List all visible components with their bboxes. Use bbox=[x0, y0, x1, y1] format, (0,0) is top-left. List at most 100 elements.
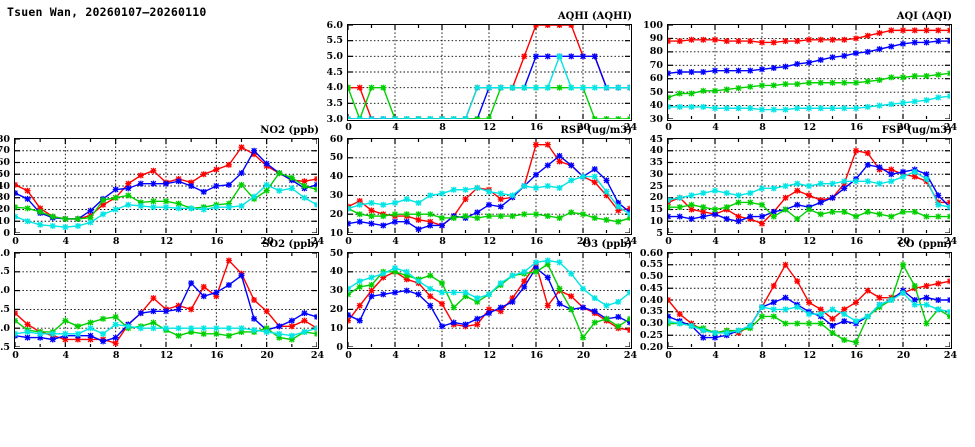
y-tick-label: 0.60 bbox=[639, 247, 663, 259]
x-tick-label: 24 bbox=[943, 122, 958, 133]
y-tick-label: 20 bbox=[329, 208, 343, 220]
y-tick-label: 30 bbox=[0, 192, 10, 204]
x-tick-label: 0 bbox=[665, 122, 672, 133]
chart-title-aqi: AQI (AQI) bbox=[896, 11, 952, 22]
y-tick-label: 10 bbox=[0, 215, 10, 227]
x-tick-label: 16 bbox=[529, 236, 544, 247]
x-tick-label: 8 bbox=[759, 236, 766, 247]
plot-area-rsp bbox=[347, 138, 632, 235]
plot-area-fsp bbox=[667, 138, 952, 235]
x-tick-label: 12 bbox=[482, 122, 497, 133]
y-tick-label: 0.35 bbox=[639, 306, 663, 318]
chart-title-so2: SO2 (ppb) bbox=[262, 239, 319, 250]
x-tick-label: 8 bbox=[439, 350, 446, 361]
y-tick-label: 6.0 bbox=[326, 19, 343, 31]
x-tick-label: 4 bbox=[712, 350, 719, 361]
x-tick-label: 24 bbox=[623, 122, 638, 133]
x-tick-label: 20 bbox=[576, 122, 591, 133]
plot-area-aqhi bbox=[347, 24, 632, 121]
y-tick-label: 20 bbox=[329, 303, 343, 315]
y-tick-label: 1.5 bbox=[0, 303, 10, 315]
y-tick-label: 80 bbox=[649, 46, 663, 58]
y-tick-label: 0.40 bbox=[639, 294, 663, 306]
plot-area-no2 bbox=[14, 138, 319, 235]
x-tick-label: 24 bbox=[310, 236, 325, 247]
y-tick-label: 3.5 bbox=[326, 97, 343, 109]
y-tick-label: 0.5 bbox=[0, 341, 10, 353]
y-tick-label: 80 bbox=[0, 133, 10, 145]
y-tick-label: 5.0 bbox=[326, 50, 343, 62]
plot-area-so2 bbox=[14, 252, 319, 349]
x-tick-label: 0 bbox=[12, 236, 19, 247]
x-tick-label: 0 bbox=[345, 122, 352, 133]
x-tick-label: 4 bbox=[392, 350, 399, 361]
x-tick-label: 16 bbox=[849, 350, 864, 361]
x-tick-label: 20 bbox=[576, 350, 591, 361]
y-tick-label: 0.55 bbox=[639, 259, 663, 271]
x-tick-label: 12 bbox=[802, 236, 817, 247]
x-tick-label: 0 bbox=[665, 350, 672, 361]
y-tick-label: 2.0 bbox=[0, 285, 10, 297]
x-tick-label: 12 bbox=[482, 236, 497, 247]
chart-title-no2: NO2 (ppb) bbox=[260, 125, 319, 136]
x-tick-label: 4 bbox=[392, 236, 399, 247]
x-tick-label: 4 bbox=[392, 122, 399, 133]
y-tick-label: 5.5 bbox=[326, 35, 343, 47]
y-tick-label: 15 bbox=[649, 204, 663, 215]
y-tick-label: 40 bbox=[329, 171, 343, 183]
plot-area-aqi bbox=[667, 24, 952, 121]
x-tick-label: 8 bbox=[112, 350, 120, 361]
y-tick-label: 30 bbox=[329, 285, 343, 297]
x-tick-label: 8 bbox=[759, 122, 766, 133]
y-tick-label: 1.0 bbox=[0, 322, 10, 334]
x-tick-label: 8 bbox=[439, 236, 446, 247]
chart-title-rsp: RSP (ug/m3) bbox=[560, 125, 632, 136]
x-tick-label: 16 bbox=[210, 350, 224, 361]
x-tick-label: 12 bbox=[159, 350, 174, 361]
y-tick-label: 25 bbox=[649, 180, 663, 192]
y-tick-label: 3.0 bbox=[326, 113, 343, 125]
y-tick-label: 40 bbox=[649, 100, 663, 112]
y-tick-label: 70 bbox=[649, 59, 663, 71]
x-tick-label: 20 bbox=[896, 122, 911, 133]
y-tick-label: 60 bbox=[329, 133, 343, 145]
y-tick-label: 4.5 bbox=[326, 66, 343, 78]
page-title: Tsuen Wan, 20260107–20260110 bbox=[7, 5, 207, 19]
x-tick-label: 20 bbox=[896, 350, 911, 361]
x-tick-label: 16 bbox=[529, 122, 544, 133]
y-tick-label: 2.5 bbox=[0, 266, 10, 278]
y-tick-label: 3.0 bbox=[0, 247, 10, 259]
y-tick-label: 0.30 bbox=[639, 318, 663, 329]
y-tick-label: 45 bbox=[649, 133, 663, 145]
series-line-aqi-1 bbox=[668, 40, 950, 75]
x-tick-label: 12 bbox=[482, 350, 497, 361]
x-tick-label: 24 bbox=[943, 350, 958, 361]
y-tick-label: 0.50 bbox=[639, 271, 663, 282]
y-tick-label: 4.0 bbox=[326, 82, 343, 94]
y-tick-label: 10 bbox=[329, 227, 343, 239]
x-tick-label: 4 bbox=[62, 236, 70, 247]
x-tick-label: 20 bbox=[576, 236, 591, 247]
x-tick-label: 12 bbox=[802, 122, 817, 133]
y-tick-label: 35 bbox=[649, 157, 663, 168]
y-tick-label: 50 bbox=[649, 86, 663, 98]
x-tick-label: 4 bbox=[62, 350, 70, 361]
y-tick-label: 30 bbox=[329, 189, 343, 201]
y-tick-label: 0 bbox=[3, 227, 10, 239]
x-tick-label: 16 bbox=[849, 122, 864, 133]
x-tick-label: 0 bbox=[12, 350, 19, 361]
y-tick-label: 20 bbox=[0, 204, 10, 215]
chart-title-co: CO (ppm) bbox=[897, 239, 952, 250]
plot-area-co bbox=[667, 252, 952, 349]
plot-area-o3 bbox=[347, 252, 632, 349]
y-tick-label: 100 bbox=[643, 19, 663, 31]
y-tick-label: 10 bbox=[649, 215, 663, 227]
y-tick-label: 0 bbox=[336, 341, 343, 353]
x-tick-label: 4 bbox=[712, 122, 719, 133]
x-tick-label: 24 bbox=[623, 350, 638, 361]
x-tick-label: 16 bbox=[210, 236, 224, 247]
x-tick-label: 20 bbox=[260, 350, 274, 361]
x-tick-label: 20 bbox=[260, 236, 274, 247]
x-tick-label: 8 bbox=[112, 236, 120, 247]
